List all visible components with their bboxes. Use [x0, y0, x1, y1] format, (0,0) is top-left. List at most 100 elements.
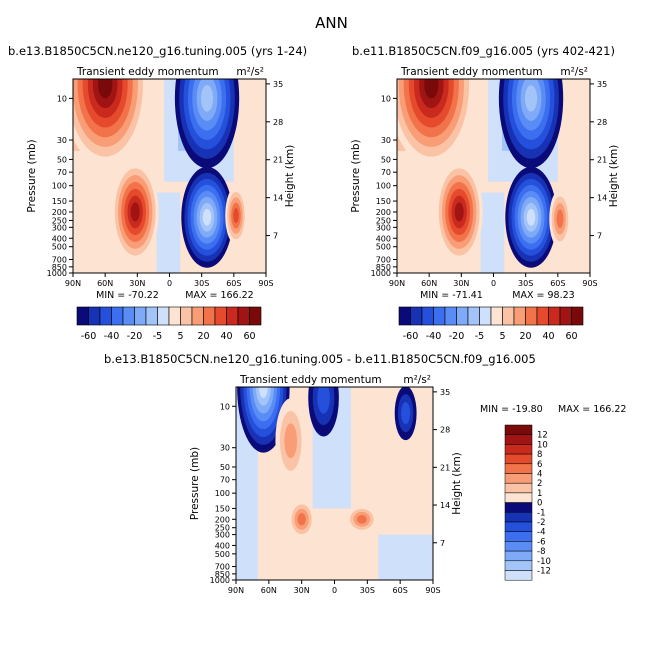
- height-tick-label: 35: [597, 80, 607, 89]
- colorbar-swatch: [504, 434, 533, 445]
- height-tick-label: 7: [440, 539, 445, 548]
- x-tick-label: 90N: [228, 586, 244, 595]
- y-tick-label: 700: [376, 255, 391, 264]
- min-label: MIN = -19.80: [480, 404, 543, 415]
- y-axis-title: Pressure (mb): [26, 139, 38, 212]
- max-label: MAX = 166.22: [185, 290, 253, 301]
- x-tick-label: 90S: [425, 586, 440, 595]
- colorbar-label: -40: [104, 331, 120, 342]
- colorbar-swatch: [504, 453, 533, 465]
- variable-title: Transient eddy momentum: [400, 66, 543, 78]
- height-tick-label: 14: [440, 501, 450, 510]
- field-feature-1: [258, 387, 268, 398]
- x-tick-label: 60S: [393, 586, 408, 595]
- y-tick-label: 700: [52, 255, 67, 264]
- colorbar-swatch: [504, 541, 533, 552]
- min-label: MIN = -70.22: [96, 290, 159, 301]
- height-tick-label: 28: [597, 118, 607, 127]
- panel-1-chart: 90N 60N 30N 0 30S 60S 90S103050701001502002503…: [26, 66, 296, 301]
- colorbar-swatch: [398, 306, 411, 326]
- height-tick-label: 35: [440, 388, 450, 397]
- field-feature-2: [130, 202, 140, 222]
- y-tick-label: 200: [215, 515, 230, 524]
- colorbar-swatch: [76, 306, 89, 326]
- y-tick-label: 1000: [371, 269, 391, 278]
- colorbar-swatch: [226, 306, 239, 326]
- height-tick-label: 7: [273, 232, 278, 241]
- colorbar-label: 10: [537, 440, 548, 450]
- height-tick-label: 21: [273, 156, 283, 165]
- panel-2-case-title: b.e11.B1850C5CN.f09_g16.005 (yrs 402-421…: [352, 44, 615, 58]
- y-tick-label: 70: [57, 168, 67, 177]
- colorbar-swatch: [504, 502, 533, 513]
- y-tick-label: 850: [215, 570, 230, 579]
- field-feature-5: [200, 85, 214, 112]
- colorbar-swatch: [504, 550, 533, 562]
- colorbar-swatch: [467, 306, 480, 326]
- colorbar-label: 12: [537, 431, 548, 441]
- panel-3-field: [236, 387, 433, 580]
- colorbar-label: 8: [537, 450, 542, 460]
- colorbar-swatch: [157, 306, 170, 326]
- colorbar-swatch: [456, 306, 469, 326]
- field-region: [480, 192, 505, 273]
- field-region: [378, 534, 433, 580]
- colorbar-label: -1: [537, 508, 545, 518]
- field-feature-3: [317, 387, 330, 414]
- colorbar-label: 60: [565, 331, 577, 342]
- field-feature-1: [424, 79, 439, 99]
- y-tick-label: 10: [57, 94, 67, 103]
- y-tick-label: 30: [381, 136, 391, 145]
- colorbar-swatch: [536, 306, 549, 326]
- y-tick-label: 70: [381, 168, 391, 177]
- units-label: m²/s²: [403, 374, 431, 386]
- panel-2-field: [397, 79, 590, 273]
- colorbar-swatch: [180, 306, 193, 326]
- y-tick-label: 850: [52, 263, 67, 272]
- height-tick-label: 21: [597, 156, 607, 165]
- colorbar-swatch: [490, 306, 503, 326]
- variable-title: Transient eddy momentum: [239, 374, 382, 386]
- colorbar-swatch: [191, 306, 204, 326]
- y-tick-label: 100: [376, 182, 391, 191]
- colorbar-swatch: [504, 512, 533, 523]
- y-axis-title: Pressure (mb): [350, 139, 362, 212]
- colorbar-swatch: [433, 306, 446, 326]
- colorbar-label: 20: [519, 331, 531, 342]
- x-tick-label: 60S: [226, 279, 241, 288]
- height-tick-label: 35: [273, 80, 283, 89]
- colorbar-swatch: [99, 306, 112, 326]
- y-tick-label: 30: [220, 444, 230, 453]
- panel-1-case-title: b.e13.B1850C5CN.ne120_g16.tuning.005 (yr…: [8, 44, 308, 58]
- colorbar-label: -20: [449, 331, 465, 342]
- colorbar-label: 60: [243, 331, 255, 342]
- y-tick-label: 200: [376, 208, 391, 217]
- x-tick-label: 90S: [582, 279, 597, 288]
- colorbar-label: 1: [537, 489, 542, 499]
- colorbar-swatch: [513, 306, 526, 326]
- colorbar-label: -5: [475, 331, 484, 342]
- y-tick-label: 150: [376, 197, 391, 206]
- colorbar-swatch: [504, 473, 533, 484]
- colorbar-swatch: [122, 306, 135, 326]
- y-tick-label: 100: [215, 489, 230, 498]
- y-tick-label: 300: [215, 531, 230, 540]
- x-tick-label: 0: [332, 586, 337, 595]
- field-feature-4: [556, 209, 564, 229]
- colorbar-label: 0: [537, 499, 542, 509]
- colorbar-label: -2: [537, 518, 545, 528]
- field-feature-5: [356, 514, 367, 524]
- colorbar-label: 5: [177, 331, 183, 342]
- field-feature-3: [202, 208, 212, 226]
- x-tick-label: 60N: [261, 586, 277, 595]
- y-tick-label: 1000: [47, 269, 67, 278]
- y-tick-label: 1000: [210, 576, 230, 585]
- colorbar-label: -40: [426, 331, 442, 342]
- colorbar-label: 40: [542, 331, 554, 342]
- y-tick-label: 150: [215, 504, 230, 513]
- colorbar-label: 2: [537, 479, 542, 489]
- colorbar-swatch: [214, 306, 227, 326]
- x-tick-label: 0: [491, 279, 496, 288]
- y-tick-label: 500: [215, 550, 230, 559]
- colorbar-label: -8: [537, 547, 545, 557]
